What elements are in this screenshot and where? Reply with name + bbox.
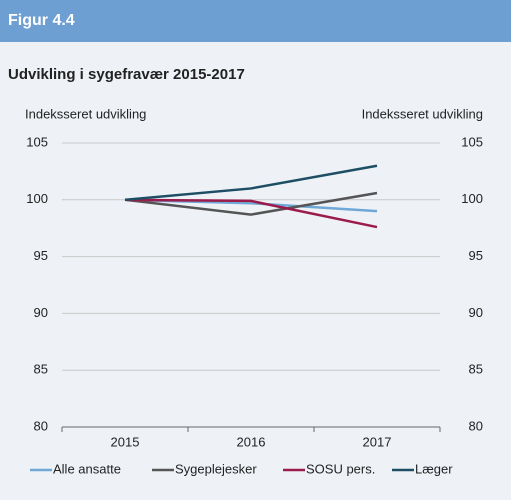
y2-tick-label: 105 (461, 134, 483, 149)
chart-title: Udvikling i sygefravær 2015-2017 (8, 66, 245, 83)
y2-tick-label: 90 (469, 305, 483, 320)
legend-label: Alle ansatte (53, 461, 121, 476)
x-tick-label: 2017 (363, 434, 392, 449)
y2-tick-label: 85 (469, 362, 483, 377)
y-tick-label: 95 (34, 248, 48, 263)
y-tick-label: 80 (34, 418, 48, 433)
y2-tick-label: 95 (469, 248, 483, 263)
x-tick-label: 2016 (237, 434, 266, 449)
header-title: Figur 4.4 (8, 12, 75, 29)
y-tick-label: 105 (26, 134, 48, 149)
line-series (124, 198, 378, 229)
header-bar (0, 0, 511, 42)
legend-label: Sygeplejesker (175, 461, 257, 476)
line-series (124, 191, 378, 216)
y2-axis-label: Indeksseret udvikling (362, 106, 483, 121)
x-tick-label: 2015 (111, 434, 140, 449)
y2-tick-label: 80 (469, 418, 483, 433)
legend-label: SOSU pers. (306, 461, 375, 476)
y-tick-label: 85 (34, 362, 48, 377)
legend-label: Læger (415, 461, 453, 476)
y-tick-label: 100 (26, 191, 48, 206)
y2-tick-label: 100 (461, 191, 483, 206)
y-axis-label: Indeksseret udvikling (25, 106, 146, 121)
y-tick-label: 90 (34, 305, 48, 320)
line-series (124, 164, 378, 202)
